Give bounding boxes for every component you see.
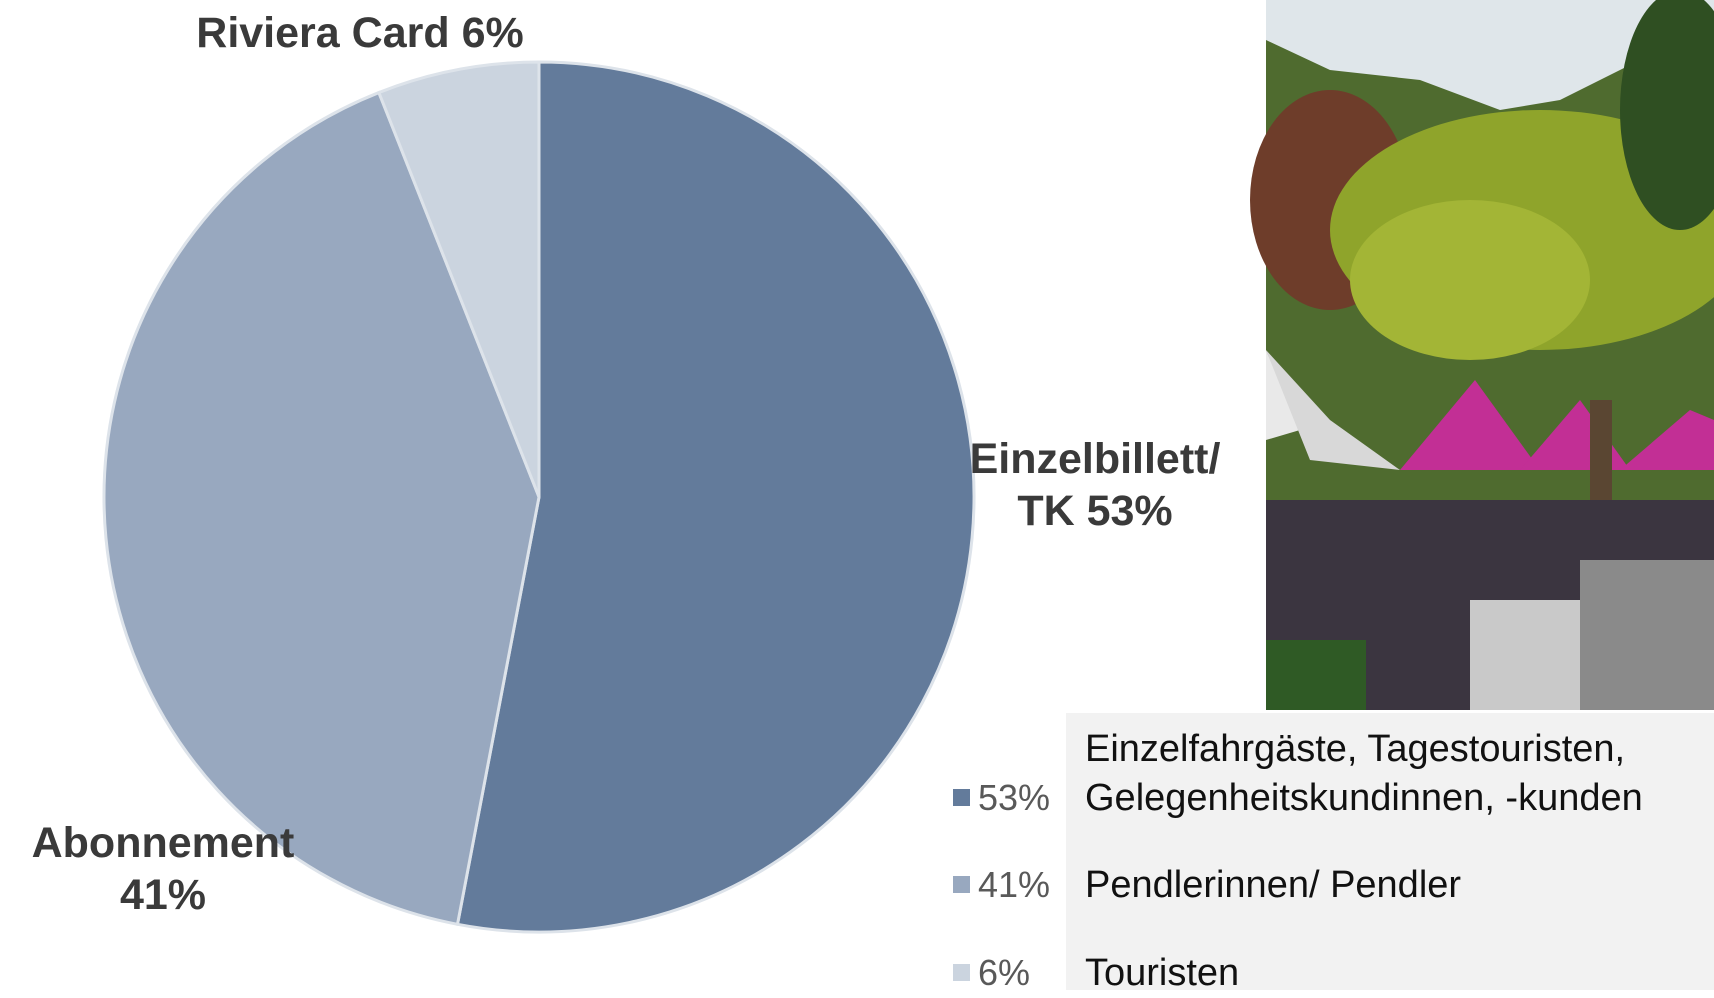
legend-description: Einzelfahrgäste, Tagestouristen, Gelegen…	[1085, 728, 1643, 819]
legend-percent: 41%	[978, 864, 1051, 905]
slice-label: Einzelbillett/ TK 53%	[935, 433, 1255, 537]
pie-slice	[102, 90, 541, 927]
legend-background	[1066, 713, 1714, 990]
legend-marker	[953, 876, 970, 893]
slice-value: 53%	[1086, 487, 1173, 535]
slice-name: Einzelbillett/ TK	[969, 435, 1221, 535]
photo	[1250, 0, 1714, 710]
legend-description: Pendlerinnen/ Pendler	[1085, 864, 1462, 906]
pie-slice	[455, 60, 976, 934]
slice-value: 41%	[119, 871, 207, 919]
legend-percent: 6%	[978, 952, 1031, 993]
legend-percent: 53%	[978, 777, 1051, 818]
slice-name: Riviera Card	[196, 9, 450, 57]
pie-slice	[376, 60, 541, 498]
slice-value: 6%	[461, 9, 524, 57]
legend-marker	[953, 964, 970, 981]
slice-label: Abonnement 41%	[0, 817, 326, 921]
legend-marker	[953, 789, 970, 806]
legend-description: Touristen	[1085, 952, 1240, 994]
slice-label: Riviera Card 6%	[160, 7, 560, 59]
slice-name: Abonnement	[31, 819, 295, 867]
